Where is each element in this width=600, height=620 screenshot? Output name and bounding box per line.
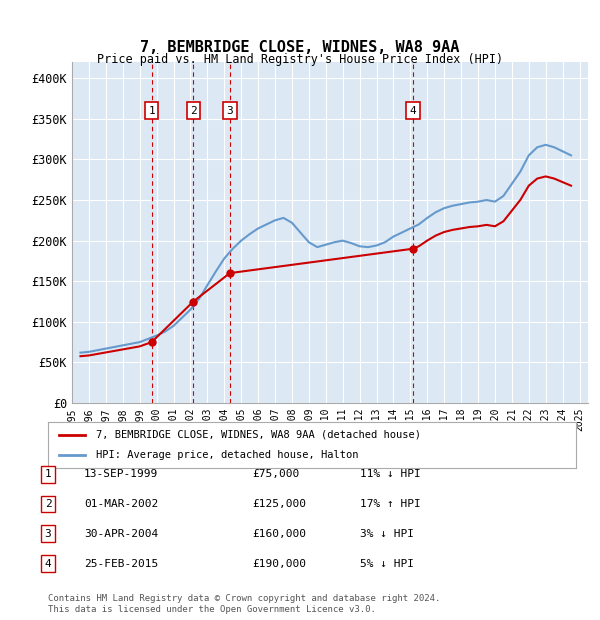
Text: £160,000: £160,000 <box>252 529 306 539</box>
Text: 01-MAR-2002: 01-MAR-2002 <box>84 499 158 509</box>
Text: 7, BEMBRIDGE CLOSE, WIDNES, WA8 9AA (detached house): 7, BEMBRIDGE CLOSE, WIDNES, WA8 9AA (det… <box>95 430 421 440</box>
Text: 1: 1 <box>44 469 52 479</box>
Text: Contains HM Land Registry data © Crown copyright and database right 2024.
This d: Contains HM Land Registry data © Crown c… <box>48 595 440 614</box>
Text: Price paid vs. HM Land Registry's House Price Index (HPI): Price paid vs. HM Land Registry's House … <box>97 53 503 66</box>
Text: 4: 4 <box>410 106 416 116</box>
Text: 30-APR-2004: 30-APR-2004 <box>84 529 158 539</box>
Text: £190,000: £190,000 <box>252 559 306 569</box>
Text: 17% ↑ HPI: 17% ↑ HPI <box>360 499 421 509</box>
Text: 13-SEP-1999: 13-SEP-1999 <box>84 469 158 479</box>
Text: 3: 3 <box>226 106 233 116</box>
Text: 3: 3 <box>44 529 52 539</box>
Text: 4: 4 <box>44 559 52 569</box>
Text: 5% ↓ HPI: 5% ↓ HPI <box>360 559 414 569</box>
Text: HPI: Average price, detached house, Halton: HPI: Average price, detached house, Halt… <box>95 450 358 460</box>
Text: 7, BEMBRIDGE CLOSE, WIDNES, WA8 9AA: 7, BEMBRIDGE CLOSE, WIDNES, WA8 9AA <box>140 40 460 55</box>
Text: £125,000: £125,000 <box>252 499 306 509</box>
Text: 2: 2 <box>190 106 197 116</box>
Text: 25-FEB-2015: 25-FEB-2015 <box>84 559 158 569</box>
Text: £75,000: £75,000 <box>252 469 299 479</box>
Text: 2: 2 <box>44 499 52 509</box>
Text: 11% ↓ HPI: 11% ↓ HPI <box>360 469 421 479</box>
Text: 1: 1 <box>148 106 155 116</box>
Text: 3% ↓ HPI: 3% ↓ HPI <box>360 529 414 539</box>
